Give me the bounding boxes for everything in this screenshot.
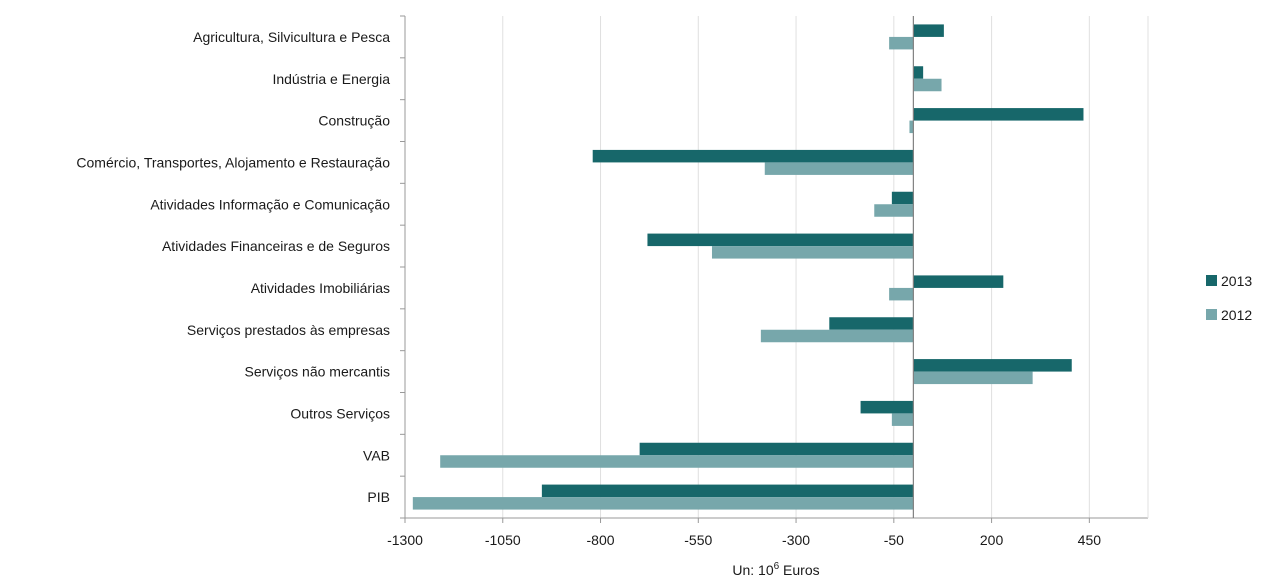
- category-label: Serviços não mercantis: [244, 364, 390, 380]
- category-label: Serviços prestados às empresas: [187, 322, 390, 338]
- x-tick-labels: -1300 -1050 -800 -550 -300 -50 200 450: [387, 532, 1101, 548]
- x-tick-label: 450: [1078, 532, 1102, 548]
- bar-2013: [592, 149, 914, 163]
- bar-2013: [913, 66, 924, 79]
- x-tick-label: -1300: [387, 532, 423, 548]
- bar-2013: [829, 317, 914, 330]
- category-label: VAB: [363, 447, 390, 463]
- bar-2012: [889, 36, 914, 50]
- bar-2012: [711, 246, 914, 259]
- bar-2012: [760, 329, 914, 343]
- x-tick-label: -50: [884, 532, 904, 548]
- bar-2013: [913, 359, 1072, 372]
- legend: 2013 2012: [1206, 273, 1252, 323]
- x-unit-superscript: 6: [774, 561, 780, 572]
- legend-swatch-2013: [1206, 275, 1217, 286]
- bar-2012: [440, 455, 914, 468]
- bar-2013: [860, 400, 914, 414]
- bar-2012: [891, 413, 914, 426]
- x-unit-suffix: Euros: [779, 562, 819, 578]
- category-label: Indústria e Energia: [272, 71, 390, 87]
- category-labels: Agricultura, Silvicultura e Pesca Indústr…: [76, 29, 390, 505]
- category-label: Comércio, Transportes, Alojamento e Rest…: [76, 154, 390, 170]
- bars: [412, 24, 1084, 510]
- x-tick-label: -300: [782, 532, 810, 548]
- legend-swatch-2012: [1206, 309, 1217, 320]
- category-label: Agricultura, Silvicultura e Pesca: [193, 29, 390, 45]
- bar-2012: [874, 204, 914, 217]
- bar-2013: [647, 233, 914, 247]
- legend-label-2012: 2012: [1221, 307, 1252, 323]
- bar-2012: [764, 162, 914, 175]
- bar-2012: [909, 120, 914, 134]
- bar-2012: [889, 287, 914, 301]
- x-axis-unit-label: Un: 106 Euros: [732, 561, 819, 578]
- x-unit-prefix: Un: 10: [732, 562, 773, 578]
- bar-2013: [913, 275, 1004, 288]
- category-label: Atividades Imobiliárias: [251, 280, 390, 296]
- x-tick-label: -550: [684, 532, 712, 548]
- category-label: Construção: [318, 113, 390, 129]
- x-tick-label: 200: [980, 532, 1004, 548]
- x-tick-label: -800: [587, 532, 615, 548]
- legend-label-2013: 2013: [1221, 273, 1252, 289]
- category-label: PIB: [367, 489, 390, 505]
- bar-2013: [639, 442, 914, 456]
- bar-2012: [913, 78, 942, 92]
- category-label: Atividades Financeiras e de Seguros: [162, 238, 390, 254]
- x-tick-label: -1050: [485, 532, 521, 548]
- axes: [400, 15, 1149, 523]
- category-label: Outros Serviços: [290, 405, 390, 421]
- bar-2012: [412, 497, 914, 510]
- category-label: Atividades Informação e Comunicação: [150, 196, 390, 212]
- bar-2013: [913, 108, 1084, 121]
- bar-2013: [913, 24, 944, 37]
- gridlines: [502, 16, 1090, 518]
- bar-2012: [913, 371, 1033, 385]
- bar-2013: [891, 191, 914, 205]
- bar-2013: [541, 484, 914, 498]
